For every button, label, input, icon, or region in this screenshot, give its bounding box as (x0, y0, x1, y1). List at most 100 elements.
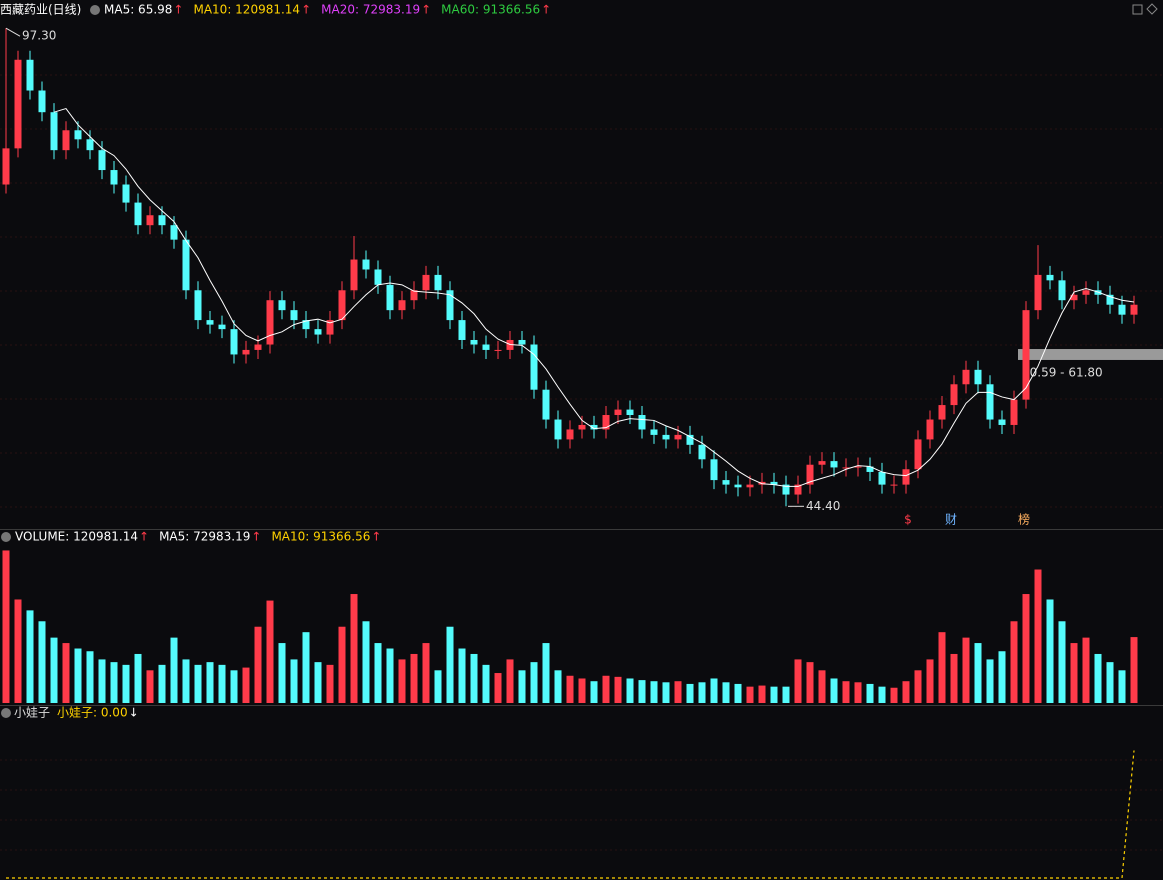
candle-body (950, 384, 958, 406)
candle-body (866, 466, 874, 472)
event-marker[interactable]: 财 (945, 513, 957, 527)
volume-bar (1130, 637, 1138, 703)
candle-body (542, 389, 550, 420)
candle-body (902, 469, 910, 485)
volume-bar (614, 676, 622, 703)
legend-item: MA5: 65.98 (104, 3, 172, 17)
volume-bar (842, 681, 850, 703)
candle-body (1010, 399, 1018, 425)
volume-bar (194, 664, 202, 703)
candle-body (146, 215, 154, 226)
volume-bar (50, 637, 58, 703)
candle-body (770, 481, 778, 485)
volume-bar (662, 682, 670, 703)
volume-bar (602, 675, 610, 703)
candle-body (242, 349, 250, 355)
volume-bar (782, 686, 790, 703)
candle-body (782, 484, 790, 495)
range-band (1018, 349, 1163, 360)
volume-bar (866, 683, 874, 703)
volume-bar (830, 678, 838, 703)
volume-bar (1022, 594, 1030, 703)
volume-bar (470, 653, 478, 703)
volume-bar (434, 670, 442, 703)
candle-body (1046, 274, 1054, 281)
volume-bar (386, 648, 394, 703)
candle-body (1118, 304, 1126, 315)
volume-bar (62, 643, 70, 703)
candle-body (218, 324, 226, 330)
candle-body (878, 471, 886, 485)
legend-arrow: ↑ (173, 3, 183, 17)
event-marker[interactable]: $ (904, 513, 912, 527)
settings-button[interactable] (1146, 3, 1158, 15)
volume-bar (506, 659, 514, 703)
candle-body (806, 464, 814, 485)
candle-body (14, 59, 22, 149)
volume-bar (806, 662, 814, 703)
volume-bar (374, 643, 382, 703)
volume-bar (698, 682, 706, 703)
volume-bar (302, 632, 310, 703)
candle-body (662, 434, 670, 440)
legend-item: 小娃子: 0.00 (57, 706, 128, 720)
indicator-title: 小娃子 (14, 706, 50, 720)
candle-body (182, 239, 190, 291)
volume-bar (638, 680, 646, 703)
volume-bar (914, 670, 922, 703)
volume-bar (398, 659, 406, 703)
candle-body (590, 424, 598, 430)
candle-body (2, 148, 10, 185)
candle-body (710, 459, 718, 481)
volume-bar (1118, 670, 1126, 703)
candle-body (1130, 304, 1138, 315)
candle-body (554, 419, 562, 440)
candle-body (470, 339, 478, 345)
candle-body (134, 202, 142, 226)
volume-bar (38, 621, 46, 703)
candle-body (26, 59, 34, 91)
candle-body (518, 339, 526, 345)
candle-body (1070, 294, 1078, 301)
volume-bar (122, 664, 130, 703)
candle-body (326, 320, 334, 335)
panel-toggle[interactable] (90, 5, 100, 15)
candle-body (530, 344, 538, 390)
candle-body (998, 419, 1006, 425)
panel-toggle[interactable] (1, 708, 11, 718)
candle-body (818, 461, 826, 465)
candle-body (746, 484, 754, 488)
candle-body (158, 215, 166, 226)
indicator-line (6, 750, 1135, 879)
candle-body (374, 269, 382, 285)
volume-bar (86, 651, 94, 703)
volume-bar (770, 686, 778, 703)
event-marker[interactable]: 榜 (1018, 512, 1030, 527)
window-button[interactable] (1132, 4, 1143, 15)
candle-body (842, 467, 850, 469)
candle-body (458, 320, 466, 340)
candle-body (86, 139, 94, 151)
volume-bar (290, 659, 298, 703)
candle-body (926, 419, 934, 440)
volume-bar (938, 632, 946, 703)
candle-body (890, 484, 898, 486)
volume-bar (1010, 621, 1018, 703)
candle-body (698, 444, 706, 460)
candle-body (230, 329, 238, 355)
volume-bar (110, 662, 118, 703)
candle-body (482, 344, 490, 350)
candle-body (410, 290, 418, 301)
candle-body (254, 344, 262, 350)
volume-bar (650, 681, 658, 703)
volume-bar (1106, 662, 1114, 703)
volume-bar (350, 594, 358, 703)
volume-bar (794, 659, 802, 703)
panel-toggle[interactable] (1, 532, 11, 542)
candle-body (422, 274, 430, 291)
volume-bar (446, 626, 454, 703)
volume-bar (362, 621, 370, 703)
candle-body (614, 409, 622, 416)
candle-body (734, 484, 742, 488)
volume-bar (626, 678, 634, 703)
